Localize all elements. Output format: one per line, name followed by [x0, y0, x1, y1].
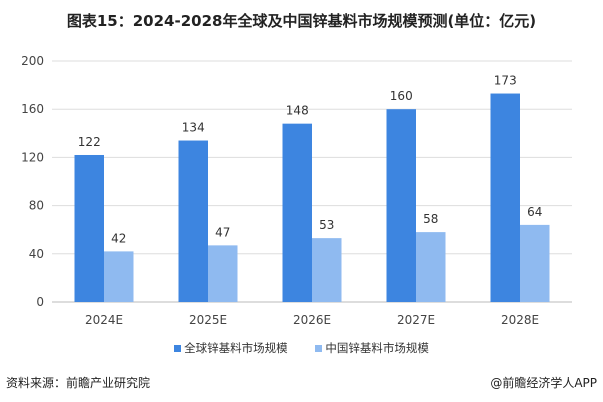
legend-swatch: [174, 345, 182, 352]
bar-chart: 0 40 80 120 160 200 122 42 2024E 134 47 2025E 148 53 2…: [21, 54, 572, 327]
data-label: 47: [215, 225, 230, 239]
y-tick-label: 160: [21, 102, 44, 116]
x-tick-label: 2027E: [397, 313, 435, 327]
data-label: 160: [390, 89, 413, 103]
y-tick-label: 40: [29, 247, 44, 261]
bar-china: [520, 224, 550, 302]
x-tick-label: 2028E: [501, 313, 539, 327]
legend-label: 全球锌基料市场规模: [184, 341, 288, 355]
data-label: 122: [78, 135, 101, 149]
bar-global: [490, 93, 520, 302]
legend-item-global: 全球锌基料市场规模: [174, 340, 288, 356]
brand-watermark: @前瞻经济学人APP: [490, 376, 597, 390]
data-label: 64: [527, 205, 542, 219]
legend-swatch: [315, 345, 323, 352]
y-tick-label: 80: [29, 199, 44, 213]
source-note: 资料来源：前瞻产业研究院: [6, 376, 151, 390]
bar-china: [416, 232, 446, 302]
legend: 全球锌基料市场规模 中国锌基料市场规模: [0, 340, 603, 356]
bar-global: [386, 109, 416, 302]
data-label: 42: [111, 231, 126, 245]
data-label: 58: [423, 212, 438, 226]
data-label: 134: [182, 121, 205, 135]
y-tick-label: 120: [21, 150, 44, 164]
y-tick-label: 0: [36, 295, 44, 309]
x-tick-label: 2025E: [189, 313, 227, 327]
data-label: 53: [319, 218, 334, 232]
bar-global: [74, 154, 104, 302]
x-tick-label: 2026E: [293, 313, 331, 327]
bar-global: [178, 140, 208, 302]
bar-china: [208, 245, 238, 302]
x-tick-label: 2024E: [85, 313, 123, 327]
legend-item-china: 中国锌基料市场规模: [315, 340, 429, 356]
data-label: 148: [286, 104, 309, 118]
y-tick-label: 200: [21, 54, 44, 68]
bar-china: [104, 251, 134, 302]
data-label: 173: [494, 74, 517, 88]
bar-global: [282, 123, 312, 302]
bar-china: [312, 238, 342, 302]
chart-title: 图表15：2024-2028年全球及中国锌基料市场规模预测(单位：亿元): [66, 12, 537, 30]
legend-label: 中国锌基料市场规模: [325, 341, 429, 355]
